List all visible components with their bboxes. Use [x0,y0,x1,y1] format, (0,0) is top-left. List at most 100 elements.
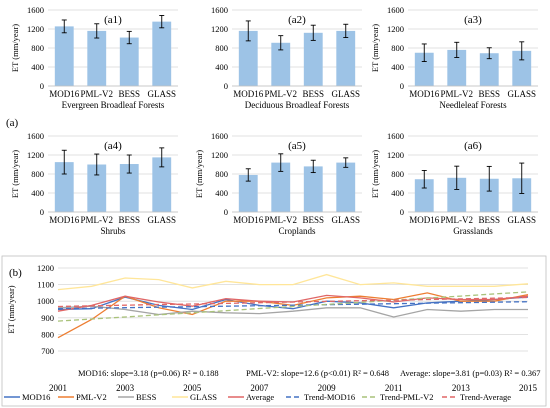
y-tick-label: 0 [224,207,228,217]
x-tick-label: 2011 [385,383,403,393]
bar-panel: 0 400 800 1200 1600 ET (mm/year) MOD16 PML-V2 BE… [370,5,538,110]
bar-panel: 0 400 800 1200 1600 MOD16 PML-V2 BESS GLASS (a2) D… [211,5,362,110]
y-tick-label: 400 [391,62,404,72]
x-tick-label: PML-V2 [264,89,297,99]
x-tick-label: BESS [478,89,500,99]
legend-label: MOD16 [22,392,50,402]
y-tick-label: 0 [400,81,404,91]
x-tick-label: GLASS [331,215,360,225]
series-line [57,301,529,310]
bar-panel: 0 400 800 1200 1600 ET (mm/year) MOD16 PML-V2 BE… [194,131,362,236]
bar [87,30,107,86]
x-tick-label: BESS [478,215,500,225]
panel-label: (b) [9,267,22,279]
panel-label: (a4) [104,140,122,152]
y-tick-label: 0 [40,81,44,91]
series-line [57,291,529,322]
y-tick-label: 800 [391,43,404,53]
y-tick-label: 1600 [211,131,228,141]
x-tick-label: GLASS [147,215,176,225]
bar [119,164,139,212]
bar [238,174,258,212]
bar [54,26,74,86]
y-tick-label: 1200 [37,263,54,273]
legend-label: PML-V2 [76,392,107,402]
panel-label: (a3) [464,14,482,26]
panel-title: Deciduous Broadleaf Forests [245,100,350,110]
x-tick-label: MOD16 [49,89,80,99]
line-chart-panel: (b) 700 800 900 1000 1100 1200 ET (mm/year) 2001… [1,255,547,407]
panel-label: (a6) [464,140,482,152]
y-tick-label: 400 [391,188,404,198]
series-line [57,296,529,308]
y-tick-label: 900 [41,313,54,323]
regression-annotation: Average: slope=3.81 (p=0.03) R² = 0.367 [400,368,540,378]
y-tick-label: 1200 [387,24,404,34]
x-tick-label: BESS [118,215,140,225]
panel-label: (a5) [288,140,306,152]
y-axis-label: ET (mm/year) [6,285,16,333]
y-tick-label: 1600 [387,131,404,141]
bar [54,162,74,212]
y-tick-label: 1600 [27,5,44,15]
bar [447,177,467,212]
y-tick-label: 0 [224,81,228,91]
bar [414,179,434,212]
y-tick-label: 800 [31,169,44,179]
y-tick-label: 1200 [387,150,404,160]
legend-label: BESS [136,392,157,402]
panel-title: Grasslands [453,226,493,236]
x-tick-label: 2013 [452,383,471,393]
x-tick-label: PML-V2 [80,89,113,99]
bar-panel: 0 400 800 1200 1600 ET (mm/year) MOD16 PML-V2 BE… [10,131,178,236]
x-tick-label: GLASS [331,89,360,99]
regression-annotation: PML-V2: slope=12.6 (p<0.01) R² = 0.648 [246,368,389,378]
y-tick-label: 1200 [27,24,44,34]
y-axis-label: ET (mm/year) [10,150,20,198]
panel-title: Needleleaf Forests [439,100,507,110]
bar [271,162,291,212]
x-tick-label: PML-V2 [440,89,473,99]
panel-title: Evergreen Broadleaf Forests [62,100,165,110]
x-tick-label: PML-V2 [80,215,113,225]
panel-label: (a2) [288,14,306,26]
bar [447,49,467,86]
bar-panel: 0 400 800 1200 1600 ET (mm/year) MOD16 PML-V2 BE… [10,5,178,110]
y-tick-label: 1000 [37,296,54,306]
panel-title: Croplands [279,226,316,236]
x-tick-label: 2005 [183,383,202,393]
y-tick-label: 800 [215,169,228,179]
y-axis-label: ET (mm/year) [370,150,380,198]
bar-panel: 0 400 800 1200 1600 ET (mm/year) MOD16 PML-V2 BE… [370,131,538,236]
bar [336,162,356,212]
x-tick-label: MOD16 [233,89,264,99]
panel-title: Shrubs [100,226,126,236]
legend-label: Trend-Average [460,392,511,402]
x-tick-label: MOD16 [409,89,440,99]
bar [479,53,499,86]
y-tick-label: 400 [215,62,228,72]
x-tick-label: BESS [302,89,324,99]
bar [303,32,323,86]
y-tick-label: 700 [41,346,54,356]
figure-label-a: (a) [6,117,19,129]
y-tick-label: 800 [215,43,228,53]
bar [271,42,291,86]
x-tick-label: 2009 [318,383,337,393]
bar [479,178,499,212]
y-axis-label: ET (mm/year) [10,24,20,72]
x-tick-label: 2003 [116,383,135,393]
bar [512,50,532,86]
x-tick-label: 2015 [519,383,538,393]
y-tick-label: 0 [40,207,44,217]
x-tick-label: 2001 [49,383,67,393]
x-tick-label: GLASS [147,89,176,99]
y-tick-label: 1200 [211,24,228,34]
legend-label: Trend-MOD16 [304,392,355,402]
x-tick-label: MOD16 [409,215,440,225]
bar [119,37,139,86]
y-tick-label: 800 [31,43,44,53]
y-tick-label: 800 [41,329,54,339]
legend-label: GLASS [190,392,217,402]
